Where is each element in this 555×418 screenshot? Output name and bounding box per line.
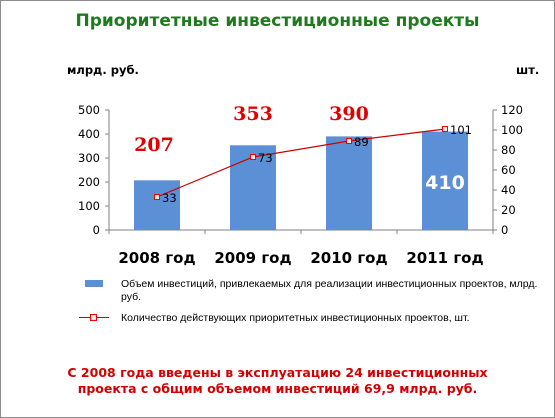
bar-value-label: 390 bbox=[329, 103, 369, 125]
right-axis-tick-label: 0 bbox=[501, 223, 508, 237]
legend-bar-label: Объем инвестиций, привлекаемых для реали… bbox=[121, 278, 538, 303]
left-axis-tick-label: 100 bbox=[78, 199, 100, 213]
right-axis-tick-label: 60 bbox=[501, 163, 516, 177]
right-axis-tick-label: 40 bbox=[501, 183, 516, 197]
left-axis-unit: млрд. руб. bbox=[67, 63, 139, 77]
bar-value-label: 207 bbox=[134, 134, 174, 156]
bar-value-label: 353 bbox=[233, 103, 273, 125]
line-value-label: 73 bbox=[258, 151, 273, 165]
legend-item-line: Количество действующих приоритетных инве… bbox=[79, 312, 539, 325]
line-point bbox=[442, 126, 448, 132]
left-axis-tick-label: 0 bbox=[93, 223, 100, 237]
line-point bbox=[154, 194, 160, 200]
x-tick-label: 2011 год bbox=[406, 249, 483, 267]
left-axis-tick-label: 200 bbox=[78, 175, 100, 189]
legend-item-bar: Объем инвестиций, привлекаемых для реали… bbox=[79, 278, 539, 304]
right-axis-tick-label: 100 bbox=[501, 123, 523, 137]
left-axis-tick-label: 400 bbox=[78, 127, 100, 141]
left-axis-tick-label: 500 bbox=[78, 103, 100, 117]
line-point bbox=[250, 154, 256, 160]
x-tick-label: 2010 год bbox=[310, 249, 387, 267]
bar-value-label: 410 bbox=[425, 172, 465, 194]
line-value-label: 89 bbox=[354, 135, 369, 149]
footer-line-1: С 2008 года введены в эксплуатацию 24 ин… bbox=[67, 365, 488, 380]
footer-note: С 2008 года введены в эксплуатацию 24 ин… bbox=[1, 365, 554, 397]
right-axis-tick-label: 120 bbox=[501, 103, 523, 117]
right-axis-tick-label: 20 bbox=[501, 203, 516, 217]
line-value-label: 101 bbox=[450, 123, 472, 137]
legend-bar-swatch bbox=[85, 280, 103, 287]
bar bbox=[326, 136, 372, 230]
line-point bbox=[346, 138, 352, 144]
x-tick-label: 2009 год bbox=[214, 249, 291, 267]
left-axis-tick-label: 300 bbox=[78, 151, 100, 165]
footer-line-2: проекта с общим объемом инвестиций 69,9 … bbox=[77, 381, 478, 396]
legend-line-marker bbox=[90, 314, 97, 321]
bar bbox=[422, 131, 468, 230]
line-value-label: 33 bbox=[162, 191, 177, 205]
bar bbox=[134, 180, 180, 230]
legend: Объем инвестиций, привлекаемых для реали… bbox=[79, 278, 539, 325]
chart: 0 100 200 300 400 500 0 20 40 60 80 100 120 2008 год 2… bbox=[78, 103, 523, 267]
right-axis-tick-label: 80 bbox=[501, 143, 516, 157]
x-tick-label: 2008 год bbox=[118, 249, 195, 267]
page-title: Приоритетные инвестиционные проекты bbox=[75, 11, 480, 31]
line-series bbox=[156, 128, 446, 198]
right-axis-unit: шт. bbox=[516, 63, 540, 77]
legend-line-label: Количество действующих приоритетных инве… bbox=[121, 312, 470, 324]
